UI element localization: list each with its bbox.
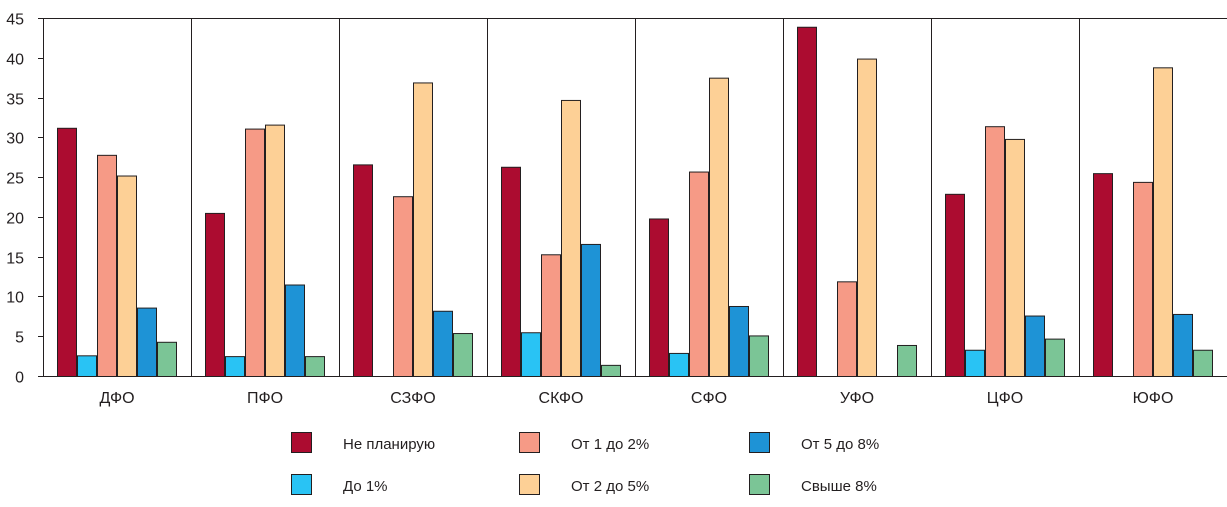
y-tick-label: 10 (6, 290, 24, 307)
legend-label: Не планирую (343, 436, 435, 453)
y-tick-label: 45 (6, 12, 24, 29)
bar (1093, 173, 1113, 377)
bar (965, 349, 985, 378)
legend-item: От 2 до 5% (519, 474, 649, 495)
y-tick-label: 35 (6, 92, 24, 109)
legend-swatch (749, 432, 770, 453)
x-tick-label: ЦФО (987, 390, 1023, 407)
legend-item: Свыше 8% (749, 474, 877, 495)
bar (1133, 181, 1153, 377)
bar (157, 341, 177, 377)
bar (285, 284, 305, 377)
x-tick-label: ЮФО (1133, 390, 1174, 407)
bar (649, 218, 669, 377)
y-tick-label: 0 (15, 370, 24, 387)
legend-label: До 1% (343, 478, 388, 495)
bar (1005, 138, 1025, 377)
y-tick-label: 30 (6, 131, 24, 148)
bar (709, 77, 729, 378)
bar (1153, 67, 1173, 378)
legend-item: От 1 до 2% (519, 432, 649, 453)
legend-label: От 5 до 8% (801, 436, 879, 453)
legend-swatch (519, 432, 540, 453)
bar (501, 166, 521, 377)
bar (669, 352, 689, 378)
bar (97, 154, 117, 377)
legend-item: От 5 до 8% (749, 432, 879, 453)
bar (433, 310, 453, 377)
bar (521, 332, 541, 377)
bar (729, 305, 749, 378)
y-tick-label: 25 (6, 171, 24, 188)
legend-swatch (291, 474, 312, 495)
bar (305, 356, 325, 378)
legend-label: От 2 до 5% (571, 478, 649, 495)
x-tick-label: СКФО (539, 390, 584, 407)
bar (797, 26, 817, 378)
y-axis-tick-labels: 0 5 10 15 20 25 30 35 40 45 (6, 12, 24, 387)
legend-swatch (291, 432, 312, 453)
bar (1025, 315, 1045, 378)
bar (857, 58, 877, 377)
bar (897, 344, 917, 377)
bar (453, 333, 473, 378)
bar (1193, 349, 1213, 378)
bar (225, 356, 245, 378)
legend-swatch (519, 474, 540, 495)
legend-label: От 1 до 2% (571, 436, 649, 453)
y-tick-label: 5 (15, 330, 24, 347)
bar (393, 196, 413, 377)
bar (1045, 338, 1065, 377)
bar (689, 171, 709, 377)
grid (43, 18, 1080, 376)
bar (541, 254, 561, 377)
bar (945, 193, 965, 377)
legend: Не планирую До 1% От 1 до 2% От 2 до 5% От 5… (291, 432, 879, 495)
bar (117, 175, 137, 377)
x-tick-label: ДФО (99, 390, 134, 407)
bar (1173, 313, 1193, 377)
bars (57, 26, 1213, 378)
x-tick-label: СЗФО (390, 390, 435, 407)
bar (581, 243, 601, 377)
x-tick-label: ПФО (247, 390, 283, 407)
bar (561, 99, 581, 377)
bar (353, 164, 373, 377)
legend-swatch (749, 474, 770, 495)
y-tick-label: 15 (6, 251, 24, 268)
bar (245, 128, 265, 377)
bar (77, 355, 97, 377)
bar (837, 281, 857, 377)
legend-item: До 1% (291, 474, 388, 495)
x-axis-tick-labels: ДФО ПФО СЗФО СКФО СФО УФО ЦФО ЮФО (99, 390, 1173, 407)
bar (601, 364, 621, 377)
x-tick-label: СФО (691, 390, 727, 407)
y-tick-label: 20 (6, 211, 24, 228)
legend-item: Не планирую (291, 432, 435, 453)
bar (985, 126, 1005, 377)
x-tick-label: УФО (840, 390, 874, 407)
bar (265, 124, 285, 377)
y-tick-label: 40 (6, 52, 24, 69)
bar (749, 335, 769, 377)
bar (137, 307, 157, 377)
bar (205, 212, 225, 377)
bar (57, 127, 77, 377)
axes (38, 18, 1227, 377)
bar (413, 82, 433, 377)
legend-label: Свыше 8% (801, 478, 877, 495)
